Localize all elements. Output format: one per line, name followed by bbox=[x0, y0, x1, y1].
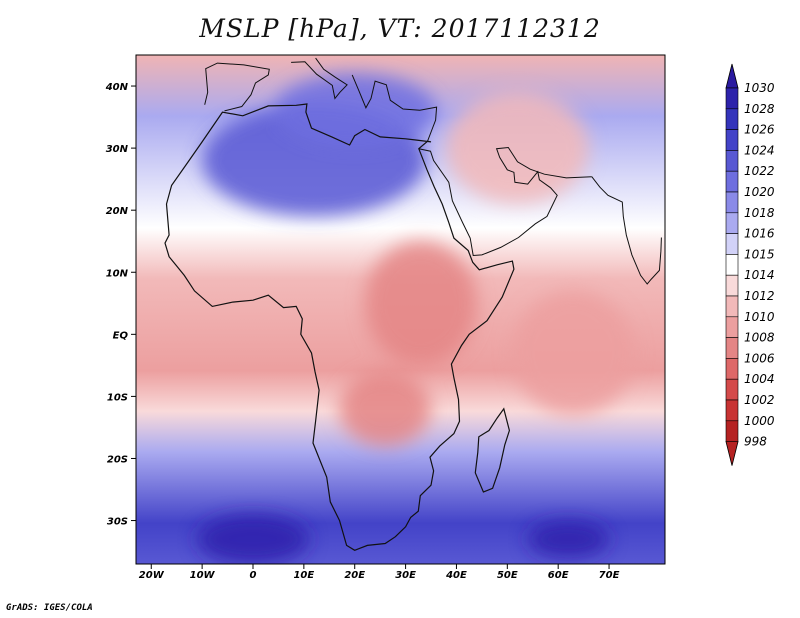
lat-tick-label: 30N bbox=[106, 144, 129, 155]
lon-tick-label: 10E bbox=[293, 570, 314, 581]
colorbar-label: 1024 bbox=[744, 143, 775, 157]
pressure-field bbox=[136, 55, 665, 564]
colorbar-swatch bbox=[725, 87, 739, 110]
lon-tick-label: 30E bbox=[395, 570, 416, 581]
colorbar-label: 1022 bbox=[744, 164, 775, 178]
colorbar-label: 1002 bbox=[744, 393, 775, 407]
madagascar-coastline bbox=[474, 407, 511, 493]
lon-tick-label: 70E bbox=[599, 570, 620, 581]
colorbar-swatch bbox=[725, 254, 739, 276]
lat-tick-label: 10S bbox=[107, 392, 128, 403]
colorbar-label: 1004 bbox=[744, 372, 775, 386]
colorbar-swatch bbox=[725, 378, 739, 401]
lon-tick-label: 60E bbox=[548, 570, 569, 581]
central-africa-low-region bbox=[339, 371, 432, 447]
colorbar-swatch bbox=[725, 295, 739, 318]
lon-tick-label: 20E bbox=[344, 570, 365, 581]
lat-tick-label: EQ bbox=[113, 330, 129, 341]
colorbar-swatch bbox=[725, 358, 739, 380]
colorbar-swatch bbox=[725, 170, 739, 193]
lon-tick-label: 20W bbox=[139, 570, 165, 581]
colorbar-swatch bbox=[725, 399, 739, 422]
colorbar-top-arrow bbox=[725, 63, 739, 89]
india-coastline bbox=[591, 176, 662, 285]
grads-credit: GrADS: IGES/COLA bbox=[6, 603, 93, 613]
colorbar-swatch bbox=[725, 233, 739, 255]
colorbar-swatch bbox=[725, 150, 739, 172]
lat-tick-label: 40N bbox=[105, 82, 129, 93]
colorbar-label: 1030 bbox=[744, 81, 775, 95]
lat-tick-label: 30S bbox=[107, 517, 128, 528]
indian-ocean-low-region bbox=[512, 290, 635, 416]
southern-europe-coastline bbox=[204, 57, 592, 257]
lon-tick-label: 10W bbox=[190, 570, 216, 581]
colorbar-label: 1028 bbox=[744, 102, 775, 116]
colorbar-label: 998 bbox=[744, 435, 767, 449]
colorbar-bottom-arrow bbox=[725, 441, 739, 466]
colorbar-label: 1018 bbox=[744, 206, 775, 220]
africa-coastline bbox=[164, 103, 515, 551]
colorbar-label: 1008 bbox=[744, 331, 775, 345]
colorbar-swatch bbox=[725, 274, 739, 297]
colorbar-swatch bbox=[725, 108, 739, 130]
lon-tick-label: 0 bbox=[250, 570, 257, 581]
east-africa-low-region bbox=[364, 241, 477, 366]
south-atlantic-high-region bbox=[197, 514, 309, 564]
colorbar-swatch bbox=[725, 420, 739, 442]
south-indian-high-region bbox=[527, 520, 610, 558]
lat-tick-label: 20N bbox=[106, 206, 129, 217]
plot-frame bbox=[135, 54, 666, 565]
colorbar-label: 1016 bbox=[744, 227, 775, 241]
pressure-colorbar: 1030 1028 1026 1024 1022 1020 1018 1016 1015 1014… bbox=[725, 63, 775, 466]
arabia-low-region bbox=[446, 92, 589, 204]
lat-tick-label: 10N bbox=[106, 268, 129, 279]
lon-tick-label: 40E bbox=[445, 570, 467, 581]
colorbar-swatch bbox=[725, 212, 739, 234]
latitude-axis: 40N 30N 20N 10N EQ 10S 20S 30S bbox=[105, 82, 136, 528]
colorbar-swatch bbox=[725, 129, 739, 151]
colorbar-swatch bbox=[725, 337, 739, 359]
colorbar-label: 1000 bbox=[744, 414, 775, 428]
map-title: MSLP [hPa], VT: 2017112312 bbox=[199, 14, 601, 43]
colorbar-label: 1020 bbox=[744, 185, 775, 199]
colorbar-label: 1026 bbox=[744, 123, 775, 137]
mediterranean-high-region bbox=[273, 73, 437, 149]
colorbar-swatch bbox=[725, 191, 739, 214]
colorbar-label: 1015 bbox=[744, 247, 775, 261]
colorbar-swatch bbox=[725, 316, 739, 338]
colorbar-label: 1010 bbox=[744, 310, 775, 324]
lat-tick-label: 20S bbox=[107, 454, 128, 465]
colorbar-label: 1012 bbox=[744, 289, 775, 303]
colorbar-label: 1014 bbox=[744, 268, 775, 282]
colorbar-label: 1006 bbox=[744, 351, 775, 365]
lon-tick-label: 50E bbox=[497, 570, 518, 581]
longitude-axis: 20W 10W 0 10E 20E 30E 40E 50E 60E 70E bbox=[139, 564, 620, 581]
